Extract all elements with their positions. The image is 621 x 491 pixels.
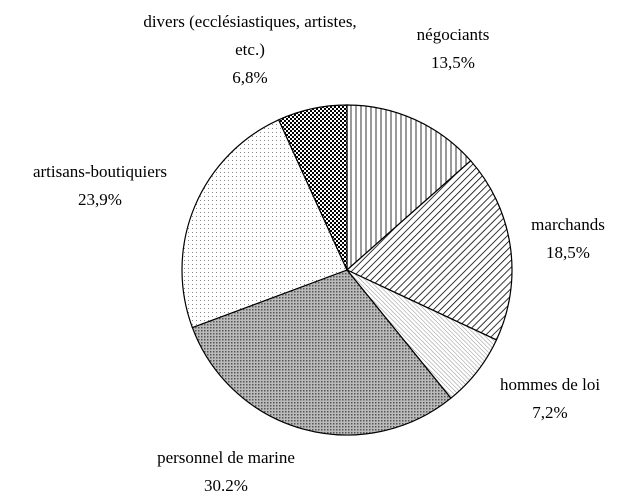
category-label: hommes de loi [499,375,601,394]
pie-slice [181,119,348,329]
value-label: 13,5% [431,53,475,72]
slice-label: artisans-boutiquiers 23,9% [33,158,167,214]
value-label: 23,9% [78,190,122,209]
pie-slice [345,159,513,341]
value-label: 30.2% [204,476,248,491]
value-label: 18,5% [546,243,590,262]
category-label: négociants [416,25,490,44]
slice-label: personnel de marine 30.2% [157,444,295,491]
category-label: marchands [531,215,605,234]
slice-label: marchands 18,5% [531,211,605,267]
value-label: 7,2% [532,403,568,422]
pie-slice [191,269,452,436]
pie-slice [346,104,472,272]
slice-label: négociants 13,5% [417,21,490,77]
slice-label: divers (ecclésiastiques, artistes, etc.)… [143,8,358,92]
category-label: divers (ecclésiastiques, artistes, etc.) [143,12,357,59]
slice-label: hommes de loi 7,2% [500,371,600,427]
pie-slice [277,104,348,271]
category-label: artisans-boutiquiers [32,162,168,181]
category-label: personnel de marine [157,448,295,467]
value-label: 6,8% [232,68,268,87]
